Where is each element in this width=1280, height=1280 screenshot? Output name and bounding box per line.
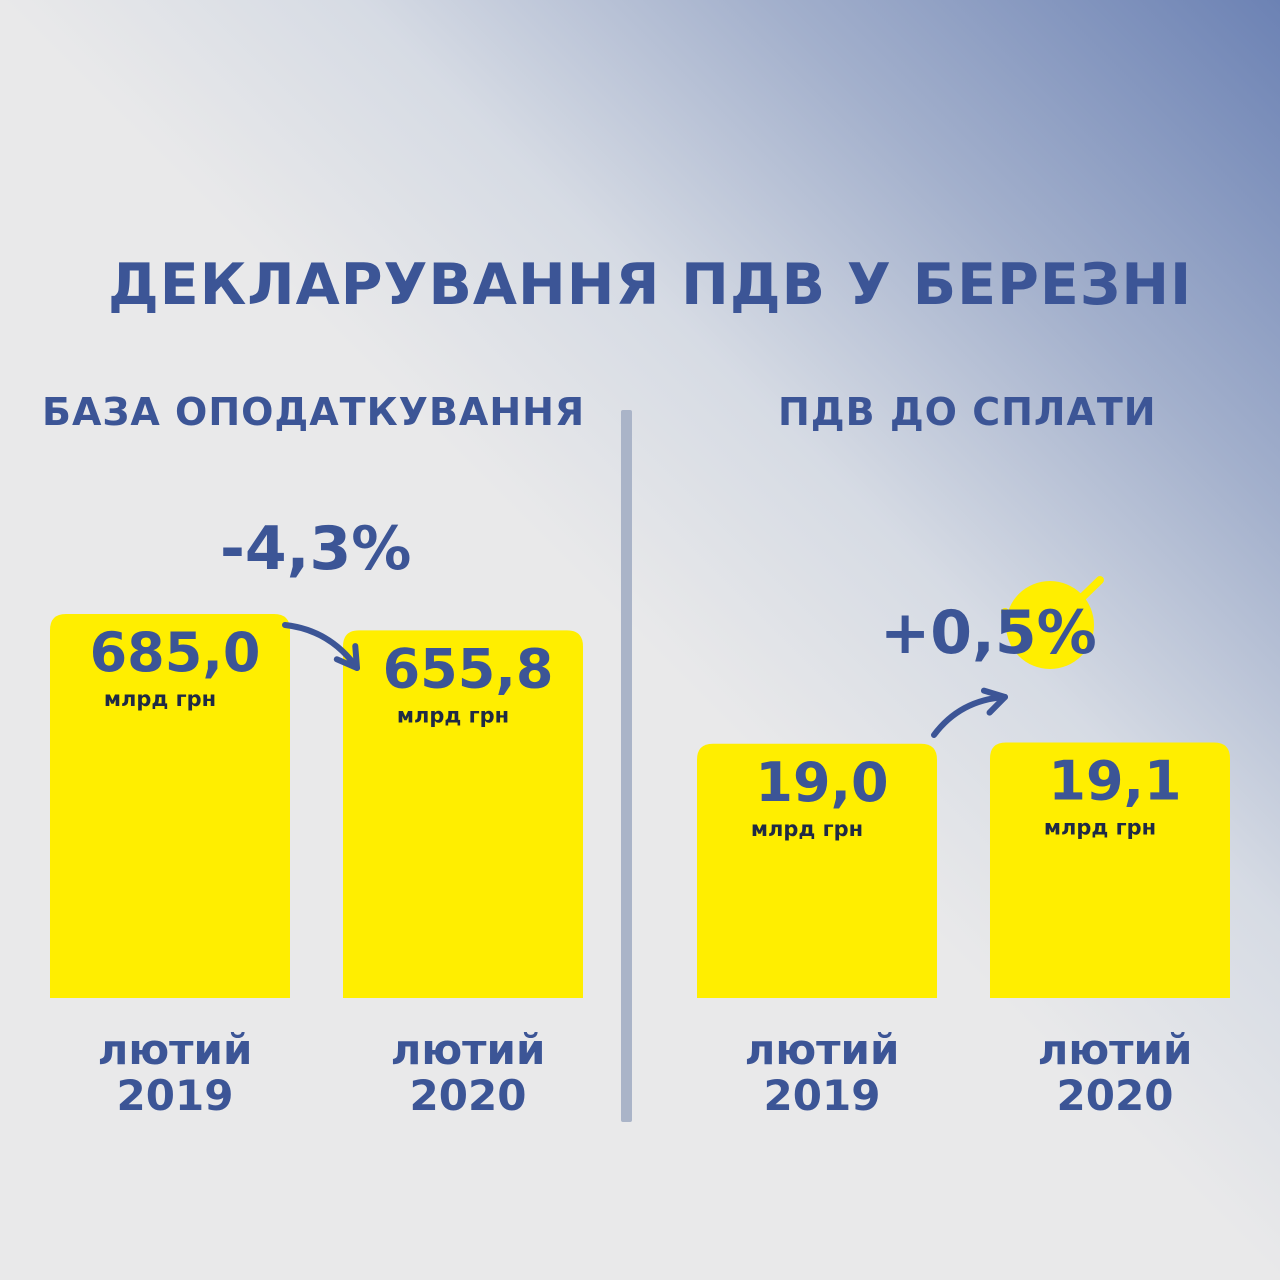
bar-unit-label: млрд грн (397, 703, 509, 727)
bar-unit-label: млрд грн (751, 817, 863, 841)
change-percent-left: -4,3% (220, 514, 412, 584)
right-chart-title: ПДВ ДО СПЛАТИ (778, 390, 1157, 434)
bar-value-label: 655,8 (383, 637, 554, 700)
bar-unit-label: млрд грн (1044, 815, 1156, 839)
x-axis-category-label: лютий 2019 (702, 1027, 942, 1119)
category-month: лютий (390, 1025, 546, 1074)
bar (697, 743, 937, 998)
bar-value-label: 19,0 (755, 751, 888, 814)
bar (990, 742, 1230, 998)
category-month: лютий (744, 1025, 900, 1074)
bar-value-label: 685,0 (90, 621, 261, 684)
change-arrow (282, 622, 360, 671)
bar (50, 614, 290, 998)
x-axis-category-label: лютий 2019 (55, 1027, 295, 1119)
category-month: лютий (97, 1025, 253, 1074)
category-year: 2020 (409, 1071, 527, 1120)
category-month: лютий (1037, 1025, 1193, 1074)
section-divider (621, 410, 632, 1122)
category-year: 2020 (1056, 1071, 1174, 1120)
bar (343, 630, 583, 998)
category-year: 2019 (763, 1071, 881, 1120)
arrow-head (980, 687, 1008, 716)
x-axis-category-label: лютий 2020 (348, 1027, 588, 1119)
infographic-title: ДЕКЛАРУВАННЯ ПДВ У БЕРЕЗНІ (108, 252, 1193, 318)
category-year: 2019 (116, 1071, 234, 1120)
x-axis-category-label: лютий 2020 (995, 1027, 1235, 1119)
bar-unit-label: млрд грн (104, 687, 216, 711)
change-arrow (931, 694, 1008, 738)
check-mark-icon (1001, 576, 1104, 651)
left-chart-title: БАЗА ОПОДАТКУВАННЯ (42, 390, 586, 434)
change-percent-right: +0,5% (880, 598, 1097, 668)
bar-value-label: 19,1 (1048, 749, 1181, 812)
arrow-head (333, 643, 360, 671)
